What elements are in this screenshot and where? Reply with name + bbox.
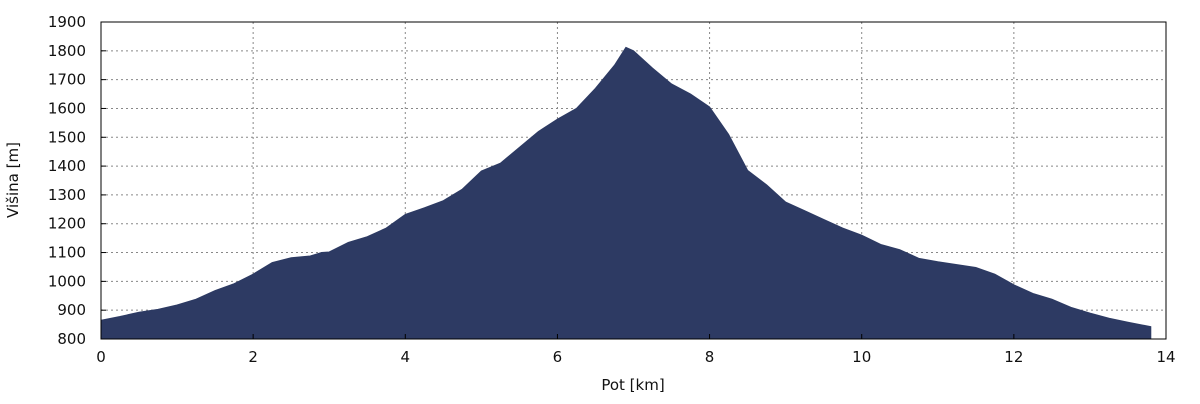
plot-frame	[100, 21, 1167, 340]
y-tick-label: 1300	[48, 186, 86, 204]
x-tick-label: 6	[553, 348, 563, 366]
x-tick-label: 4	[401, 348, 411, 366]
y-tick-label: 1100	[48, 244, 86, 262]
y-tick-label: 1800	[48, 42, 86, 60]
x-tick-label: 12	[1004, 348, 1023, 366]
x-tick-label: 10	[852, 348, 871, 366]
y-axis-label: Višina [m]	[4, 142, 22, 218]
x-tick-label: 2	[248, 348, 258, 366]
y-tick-label: 1600	[48, 99, 86, 117]
y-tick-label: 1700	[48, 71, 86, 89]
elevation-area	[100, 46, 1152, 340]
y-tick-label: 1000	[48, 272, 86, 290]
x-tick-label: 8	[705, 348, 715, 366]
y-tick-label: 900	[57, 301, 86, 319]
y-tick-label: 800	[57, 330, 86, 348]
x-tick-label: 0	[96, 348, 106, 366]
data	[100, 46, 1152, 340]
y-tick-label: 1200	[48, 215, 86, 233]
x-axis-label: Pot [km]	[601, 376, 664, 394]
y-tick-label: 1400	[48, 157, 86, 175]
y-tick-label: 1500	[48, 128, 86, 146]
y-tick-label: 1900	[48, 13, 86, 31]
x-tick-label: 14	[1156, 348, 1175, 366]
